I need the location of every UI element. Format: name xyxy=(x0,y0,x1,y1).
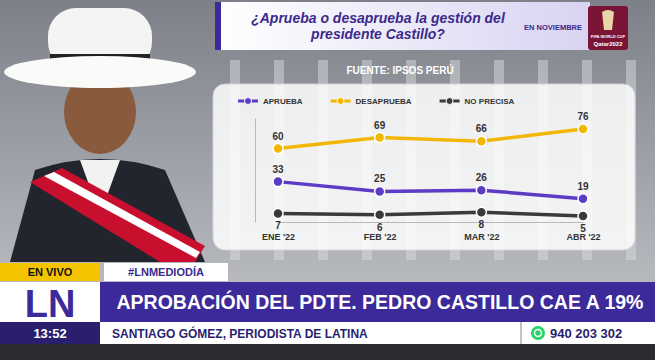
chart-panel xyxy=(213,84,635,250)
data-label: 66 xyxy=(476,123,488,134)
time-box xyxy=(0,322,100,344)
sash-white xyxy=(44,172,200,258)
x-tick: ABR '22 xyxy=(566,222,600,242)
point-marker xyxy=(375,133,385,143)
world-cup-logo: FIFA WORLD CUP Qatar2022 xyxy=(588,6,628,50)
reporter-bar xyxy=(100,322,520,344)
legend-marker xyxy=(337,98,344,105)
hat-brim xyxy=(4,56,196,88)
legend-item: NO PRECISA xyxy=(440,97,515,106)
x-tick-label: FEB '22 xyxy=(364,232,397,242)
point-marker xyxy=(578,124,588,134)
point-marker xyxy=(273,144,283,154)
phone-number: 940 203 302 xyxy=(550,326,622,341)
hashtag-box xyxy=(104,263,228,281)
x-axis-line xyxy=(279,222,584,223)
legend-label: DESAPRUEBA xyxy=(356,97,412,106)
clock: 13:52 xyxy=(33,326,66,341)
title-box xyxy=(215,2,590,50)
data-label: 26 xyxy=(476,172,488,183)
legend-item: DESAPRUEBA xyxy=(331,97,412,106)
bottom-strip xyxy=(0,344,655,360)
legend-label: APRUEBA xyxy=(263,97,303,106)
logo-text: FIFA WORLD CUP xyxy=(591,34,626,39)
point-marker xyxy=(476,136,486,146)
point-marker xyxy=(578,194,588,204)
channel-logo: LN xyxy=(25,283,76,325)
data-label: 5 xyxy=(580,223,586,234)
data-label: 8 xyxy=(479,219,485,230)
point-marker xyxy=(375,210,385,220)
live-tag: EN VIVO xyxy=(28,266,73,278)
president-figure xyxy=(4,8,205,262)
logo-box xyxy=(588,6,628,50)
logo-text: Qatar2022 xyxy=(593,41,623,47)
headline: APROBACIÓN DEL PDTE. PEDRO CASTILLO CAE … xyxy=(117,290,644,313)
data-label: 19 xyxy=(577,181,589,192)
x-tick-label: MAR '22 xyxy=(464,232,499,242)
series-line xyxy=(278,182,583,199)
point-marker xyxy=(476,207,486,217)
x-tick: FEB '22 xyxy=(364,222,397,242)
title-line: ¿Aprueba o desaprueba la gestión del xyxy=(251,10,506,26)
live-box xyxy=(0,263,100,281)
data-label: 33 xyxy=(272,164,284,175)
chart-subtitle: FUENTE: IPSOS PERÚ xyxy=(346,64,453,76)
data-labels: 33252619606966767685 xyxy=(272,111,589,234)
chart-title: ¿Aprueba o desaprueba la gestión delpres… xyxy=(251,10,506,42)
suit xyxy=(10,159,205,262)
y-axis-line xyxy=(255,119,256,223)
data-label: 60 xyxy=(272,131,284,142)
whatsapp-icon xyxy=(531,326,545,340)
data-label: 25 xyxy=(374,173,386,184)
title-accent xyxy=(215,2,221,50)
series-line xyxy=(278,212,583,216)
legend-item: APRUEBA xyxy=(238,97,303,106)
date-tag: EN NOVIEMBRE xyxy=(524,23,582,32)
data-label: 7 xyxy=(275,220,281,231)
data-label: 6 xyxy=(377,222,383,233)
sash-red xyxy=(30,168,205,262)
data-label: 76 xyxy=(577,111,589,122)
phone-box xyxy=(522,322,655,344)
plot-area xyxy=(273,124,588,221)
x-tick-label: ENE '22 xyxy=(262,232,295,242)
legend-marker xyxy=(245,98,252,105)
hashtag: #LNMEDIODÍA xyxy=(128,266,204,278)
legend: APRUEBA DESAPRUEBA NO PRECISA xyxy=(238,97,515,106)
legend-label: NO PRECISA xyxy=(465,97,515,106)
x-axis: ENE '22 FEB '22 MAR '22 ABR '22 xyxy=(262,222,601,242)
title-line: presidente Castillo? xyxy=(310,26,445,42)
headline-bar xyxy=(100,282,655,322)
point-marker xyxy=(273,208,283,218)
legend-marker xyxy=(446,98,453,105)
y-axis xyxy=(255,119,256,223)
point-marker xyxy=(273,177,283,187)
series-line xyxy=(278,129,583,149)
reporter: SANTIAGO GÓMEZ, PERIODISTA DE LATINA xyxy=(112,326,368,341)
background xyxy=(0,0,655,360)
point-marker xyxy=(476,185,486,195)
title-banner: ¿Aprueba o desaprueba la gestión delpres… xyxy=(215,2,590,50)
logo-emblem xyxy=(602,10,614,30)
whatsapp-icon-inner xyxy=(535,330,542,337)
lower-third: EN VIVO #LNMEDIODÍA LN APROBACIÓN DEL PDTE.… xyxy=(0,263,655,360)
point-marker xyxy=(375,186,385,196)
data-label: 69 xyxy=(374,120,386,131)
point-marker xyxy=(578,211,588,221)
broadcast-frame: ¿Aprueba o desaprueba la gestión delpres… xyxy=(0,0,655,360)
